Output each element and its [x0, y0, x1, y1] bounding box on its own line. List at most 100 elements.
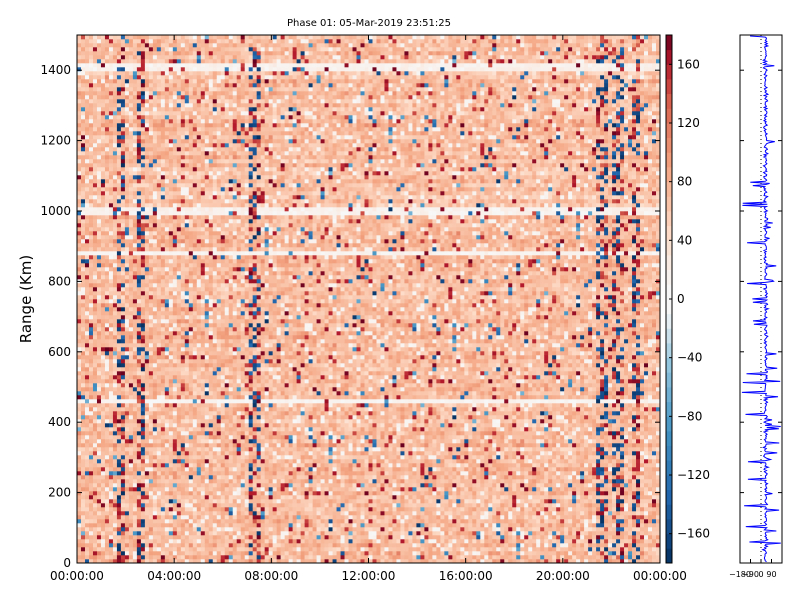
heatmap-cell: [184, 311, 190, 316]
heatmap-cell: [108, 111, 114, 116]
heatmap-cell: [140, 555, 146, 560]
heatmap-cell: [116, 407, 122, 412]
heatmap-cell: [192, 543, 198, 548]
heatmap-cell: [112, 475, 118, 480]
heatmap-cell: [164, 43, 170, 48]
heatmap-cell: [96, 543, 102, 548]
heatmap-cell: [140, 279, 146, 284]
heatmap-cell: [100, 239, 106, 244]
heatmap-cell: [96, 247, 102, 252]
heatmap-cell: [100, 155, 106, 160]
heatmap-cell: [156, 475, 162, 480]
heatmap-cell: [152, 311, 158, 316]
heatmap-cell: [192, 359, 198, 364]
heatmap-cell: [204, 195, 210, 200]
heatmap-cell: [108, 75, 114, 80]
heatmap-cell: [200, 255, 206, 260]
heatmap-cell: [156, 159, 162, 164]
heatmap-cell: [124, 359, 130, 364]
heatmap-cell: [132, 39, 138, 44]
heatmap-cell: [124, 363, 130, 368]
heatmap-cell: [172, 171, 178, 176]
heatmap-cell: [132, 415, 138, 420]
heatmap-cell: [200, 227, 206, 232]
heatmap-cell: [164, 195, 170, 200]
heatmap-cell: [148, 543, 154, 548]
heatmap-cell: [124, 271, 130, 276]
heatmap-cell: [152, 203, 158, 208]
heatmap-cell: [144, 479, 150, 484]
heatmap-cell: [128, 539, 134, 544]
heatmap-cell: [128, 435, 134, 440]
heatmap-cell: [220, 511, 226, 516]
heatmap-cell: [77, 555, 82, 560]
heatmap-cell: [152, 343, 158, 348]
heatmap-cell: [88, 331, 94, 336]
heatmap-cell: [77, 523, 82, 528]
heatmap-cell: [84, 123, 90, 128]
heatmap-cell: [84, 559, 90, 564]
heatmap-cell: [208, 315, 214, 320]
heatmap-cell: [192, 503, 198, 508]
heatmap-cell: [216, 135, 222, 140]
heatmap-cell: [148, 447, 154, 452]
heatmap-cell: [188, 51, 194, 56]
heatmap-cell: [120, 163, 126, 168]
heatmap-cell: [184, 535, 190, 540]
heatmap-cell: [104, 419, 110, 424]
heatmap-cell: [88, 511, 94, 516]
heatmap-cell: [216, 191, 222, 196]
heatmap-cell: [184, 255, 190, 260]
heatmap-cell: [196, 227, 202, 232]
heatmap-cell: [200, 351, 206, 356]
heatmap-cell: [148, 151, 154, 156]
heatmap-cell: [164, 407, 170, 412]
heatmap-cell: [156, 315, 162, 320]
heatmap-cell: [100, 43, 106, 48]
heatmap-cell: [188, 523, 194, 528]
heatmap-cell: [128, 51, 134, 56]
heatmap-cell: [220, 215, 226, 220]
heatmap-cell: [220, 415, 226, 420]
heatmap-cell: [80, 147, 86, 152]
heatmap-cell: [156, 35, 162, 40]
heatmap-cell: [92, 83, 98, 88]
heatmap-cell: [140, 163, 146, 168]
heatmap-cell: [140, 307, 146, 312]
heatmap-cell: [100, 123, 106, 128]
heatmap-cell: [160, 111, 166, 116]
heatmap-cell: [108, 51, 114, 56]
heatmap-cell: [140, 183, 146, 188]
heatmap-cell: [172, 79, 178, 84]
heatmap-cell: [192, 43, 198, 48]
heatmap-cell: [77, 431, 82, 436]
heatmap-cell: [92, 215, 98, 220]
heatmap-cell: [188, 395, 194, 400]
heatmap-cell: [80, 335, 86, 340]
heatmap-cell: [216, 43, 222, 48]
heatmap-cell: [196, 487, 202, 492]
heatmap-cell: [104, 395, 110, 400]
heatmap-cell: [192, 491, 198, 496]
heatmap-cell: [108, 155, 114, 160]
heatmap-cell: [77, 511, 82, 516]
heatmap-cell: [144, 47, 150, 52]
heatmap-cell: [168, 159, 174, 164]
heatmap-cell: [136, 59, 142, 64]
heatmap-cell: [212, 79, 218, 84]
heatmap-cell: [124, 251, 130, 256]
heatmap-cell: [108, 551, 114, 556]
heatmap-cell: [200, 323, 206, 328]
heatmap-cell: [124, 495, 130, 500]
heatmap-cell: [80, 491, 86, 496]
heatmap-cell: [168, 555, 174, 560]
heatmap-cell: [184, 375, 190, 380]
heatmap-cell: [192, 475, 198, 480]
heatmap-cell: [152, 307, 158, 312]
heatmap-cell: [184, 559, 190, 564]
heatmap-cell: [220, 435, 226, 440]
heatmap-cell: [192, 479, 198, 484]
heatmap-cell: [120, 371, 126, 376]
heatmap-cell: [168, 83, 174, 88]
heatmap-cell: [108, 307, 114, 312]
